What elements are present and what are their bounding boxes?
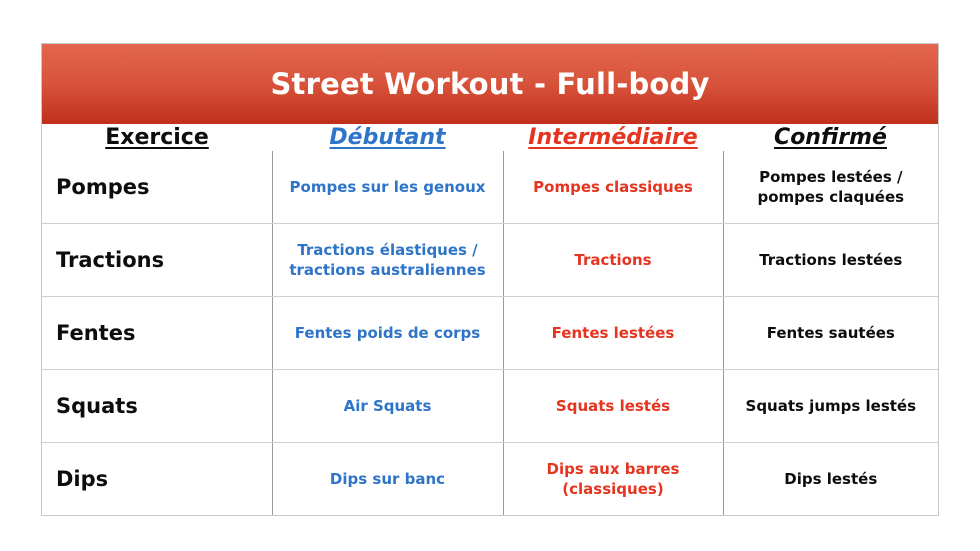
table-row: Dips Dips sur banc Dips aux barres (clas… [42, 442, 939, 515]
cell-intermediate: Fentes lestées [503, 296, 724, 370]
cell-exercise: Pompes [42, 151, 273, 224]
column-header-intermediate-label: Intermédiaire [528, 125, 698, 150]
cell-exercise: Fentes [42, 296, 273, 370]
table-row: Pompes Pompes sur les genoux Pompes clas… [42, 151, 939, 224]
column-header-intermediate: Intermédiaire [503, 124, 723, 151]
title-banner: Street Workout - Full-body [42, 44, 939, 124]
table-row: Tractions Tractions élastiques / tractio… [42, 223, 939, 297]
column-header-advanced: Confirmé [723, 124, 938, 151]
cell-advanced: Squats jumps lestés [723, 369, 939, 443]
cell-beginner: Tractions élastiques / tractions austral… [272, 223, 504, 297]
cell-beginner: Fentes poids de corps [272, 296, 504, 370]
cell-beginner: Pompes sur les genoux [272, 151, 504, 224]
cell-exercise: Squats [42, 369, 273, 443]
cell-advanced: Dips lestés [723, 442, 939, 515]
workout-table: Street Workout - Full-body Exercice Débu… [42, 44, 939, 515]
cell-advanced: Tractions lestées [723, 223, 939, 297]
column-header-exercise: Exercice [42, 124, 272, 151]
cell-advanced: Pompes lestées / pompes claquées [723, 151, 939, 224]
table-row: Fentes Fentes poids de corps Fentes lest… [42, 296, 939, 370]
table-row: Squats Air Squats Squats lestés Squats j… [42, 369, 939, 443]
cell-beginner: Air Squats [272, 369, 504, 443]
column-header-exercise-label: Exercice [105, 125, 209, 150]
title-banner-cell: Street Workout - Full-body [42, 44, 939, 124]
cell-intermediate: Pompes classiques [503, 151, 724, 224]
cell-intermediate: Squats lestés [503, 369, 724, 443]
cell-intermediate: Dips aux barres (classiques) [503, 442, 724, 515]
table-header-row: Exercice Débutant Intermédiaire Confirmé [42, 124, 938, 151]
cell-advanced: Fentes sautées [723, 296, 939, 370]
table-body: Pompes Pompes sur les genoux Pompes clas… [42, 151, 939, 515]
cell-exercise: Tractions [42, 223, 273, 297]
column-header-advanced-label: Confirmé [774, 125, 887, 150]
column-header-beginner-label: Débutant [329, 125, 446, 150]
cell-beginner: Dips sur banc [272, 442, 504, 515]
column-header-beginner: Débutant [272, 124, 503, 151]
page-title: Street Workout - Full-body [270, 67, 710, 101]
cell-exercise: Dips [42, 442, 273, 515]
cell-intermediate: Tractions [503, 223, 724, 297]
title-row: Street Workout - Full-body [42, 44, 939, 124]
